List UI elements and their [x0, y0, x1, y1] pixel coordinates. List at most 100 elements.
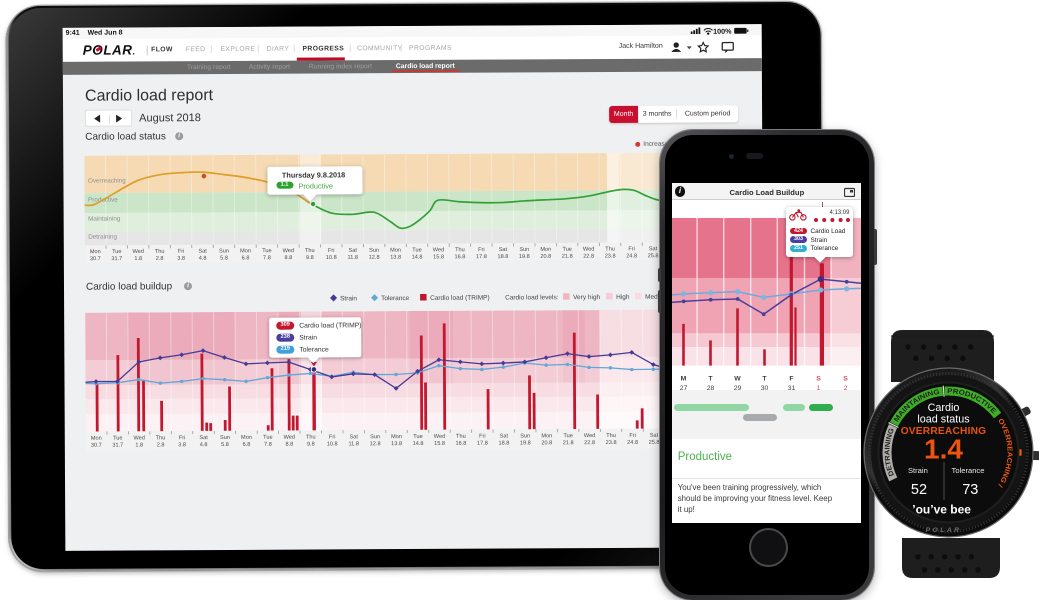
svg-text:Wed: Wed	[582, 246, 593, 252]
svg-text:Fri: Fri	[327, 247, 334, 253]
svg-text:Mon: Mon	[241, 434, 252, 440]
svg-text:Thu: Thu	[304, 248, 314, 254]
svg-text:16.8: 16.8	[454, 254, 465, 260]
svg-text:73: 73	[962, 482, 978, 498]
svg-text:Sun: Sun	[219, 248, 229, 254]
svg-text:13.8: 13.8	[391, 441, 402, 447]
svg-text:11.8: 11.8	[347, 254, 358, 260]
svg-text:Mon: Mon	[89, 249, 100, 255]
svg-text:4.8: 4.8	[198, 255, 206, 261]
svg-text:10.8: 10.8	[326, 441, 337, 447]
svg-text:Thu: Thu	[605, 246, 615, 252]
svg-text:12.8: 12.8	[369, 441, 380, 447]
svg-text:Tue: Tue	[262, 248, 271, 254]
svg-text:Fri: Fri	[478, 247, 485, 253]
svg-text:15.8: 15.8	[433, 254, 444, 260]
svg-text:Sun: Sun	[520, 433, 530, 439]
svg-text:Fri: Fri	[628, 246, 635, 252]
svg-text:21.8: 21.8	[561, 253, 572, 259]
svg-text:Fri: Fri	[629, 432, 636, 438]
svg-text:Sat: Sat	[648, 246, 657, 252]
svg-text:1.8: 1.8	[135, 442, 143, 448]
svg-text:Tue: Tue	[562, 246, 571, 252]
svg-text:5.8: 5.8	[221, 441, 229, 447]
svg-text:Wed: Wed	[433, 433, 444, 439]
svg-text:10.8: 10.8	[325, 254, 336, 260]
svg-text:30.7: 30.7	[89, 256, 100, 262]
svg-text:7.8: 7.8	[263, 255, 271, 261]
svg-text:Fri: Fri	[177, 248, 184, 254]
svg-text:25.8: 25.8	[647, 253, 658, 259]
svg-text:3.8: 3.8	[177, 255, 185, 261]
svg-text:Sat: Sat	[199, 435, 208, 441]
svg-text:23.8: 23.8	[604, 253, 615, 259]
svg-text:Cardio load levels:: Cardio load levels:	[505, 294, 559, 301]
svg-text:31.7: 31.7	[111, 256, 122, 262]
svg-text:T: T	[763, 375, 768, 382]
svg-text:S: S	[817, 375, 822, 382]
svg-text:22.8: 22.8	[584, 440, 595, 446]
svg-text:load status: load status	[917, 414, 970, 426]
svg-text:Mon: Mon	[240, 248, 251, 254]
svg-text:Sat: Sat	[348, 247, 357, 253]
svg-text:Sat: Sat	[499, 433, 508, 439]
svg-text:W: W	[735, 375, 742, 382]
svg-text:Wed: Wed	[283, 434, 294, 440]
svg-text:14.8: 14.8	[412, 440, 423, 446]
svg-text:8.8: 8.8	[285, 441, 293, 447]
svg-text:52: 52	[911, 482, 927, 498]
svg-text:Thu: Thu	[456, 433, 466, 439]
svg-text:30.7: 30.7	[90, 442, 101, 448]
svg-text:31.7: 31.7	[112, 442, 123, 448]
svg-text:21.8: 21.8	[562, 440, 573, 446]
svg-text:Strain: Strain	[340, 295, 357, 302]
svg-text:Fri: Fri	[479, 433, 486, 439]
svg-text:18.8: 18.8	[498, 440, 509, 446]
svg-text:23.8: 23.8	[605, 439, 616, 445]
svg-text:12.8: 12.8	[368, 254, 379, 260]
svg-text:Tue: Tue	[412, 247, 421, 253]
svg-text:15.8: 15.8	[434, 440, 445, 446]
svg-text:Cardio load (TRIMP): Cardio load (TRIMP)	[430, 295, 490, 302]
svg-text:22.8: 22.8	[583, 253, 594, 259]
svg-text:Sat: Sat	[498, 247, 507, 253]
svg-text:Very high: Very high	[573, 294, 601, 301]
svg-text:Sat: Sat	[649, 432, 658, 438]
svg-text:Tue: Tue	[263, 434, 272, 440]
svg-text:Wed: Wed	[282, 248, 293, 254]
svg-text:Sun: Sun	[370, 434, 380, 440]
svg-text:Thu: Thu	[305, 434, 315, 440]
svg-text:14.8: 14.8	[411, 254, 422, 260]
svg-text:’ou’ve bee: ’ou’ve bee	[912, 503, 971, 517]
svg-text:Sun: Sun	[519, 246, 529, 252]
svg-text:Sat: Sat	[349, 434, 358, 440]
svg-text:Tue: Tue	[413, 433, 422, 439]
svg-text:13.8: 13.8	[390, 254, 401, 260]
svg-text:17.8: 17.8	[476, 440, 487, 446]
svg-text:M: M	[681, 375, 687, 382]
svg-text:Sat: Sat	[198, 248, 207, 254]
svg-text:Thu: Thu	[154, 248, 164, 254]
svg-text:6.8: 6.8	[241, 255, 249, 261]
svg-text:Wed: Wed	[133, 435, 144, 441]
svg-text:Thu: Thu	[155, 435, 165, 441]
svg-text:Tolerance: Tolerance	[952, 466, 985, 475]
svg-text:18.8: 18.8	[497, 254, 508, 260]
svg-text:Maintaining: Maintaining	[88, 215, 121, 222]
svg-text:Fri: Fri	[178, 435, 185, 441]
svg-text:1.4: 1.4	[924, 434, 963, 465]
svg-text:6.8: 6.8	[242, 441, 250, 447]
svg-text:19.8: 19.8	[519, 440, 530, 446]
svg-text:Mon: Mon	[540, 246, 551, 252]
svg-text:Tue: Tue	[563, 433, 572, 439]
svg-text:Mon: Mon	[390, 247, 401, 253]
svg-text:Mon: Mon	[90, 435, 101, 441]
svg-text:17.8: 17.8	[475, 254, 486, 260]
svg-text:High: High	[616, 294, 630, 301]
svg-text:Mon: Mon	[541, 433, 552, 439]
svg-text:Wed: Wed	[132, 248, 143, 254]
svg-text:11.8: 11.8	[348, 441, 359, 447]
svg-text:Sun: Sun	[369, 247, 379, 253]
svg-text:9.8: 9.8	[306, 441, 314, 447]
svg-text:Sun: Sun	[219, 434, 229, 440]
